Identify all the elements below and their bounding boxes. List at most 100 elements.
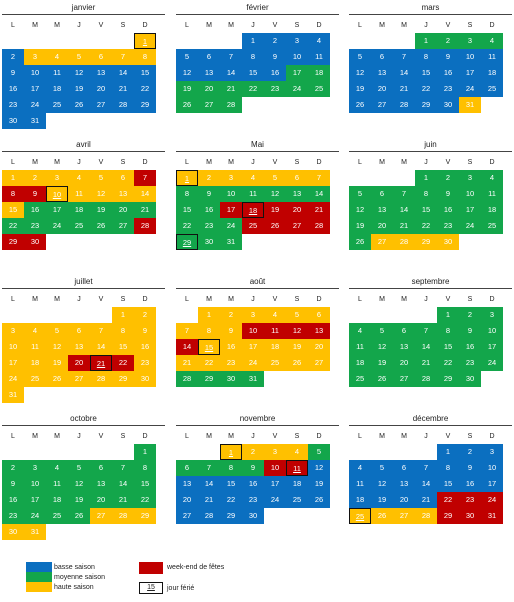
- day-cell[interactable]: 8: [415, 186, 437, 202]
- day-cell[interactable]: 30: [2, 524, 24, 540]
- day-cell[interactable]: 4: [46, 460, 68, 476]
- day-cell[interactable]: 27: [371, 234, 393, 250]
- day-cell[interactable]: 20: [90, 81, 112, 97]
- day-cell[interactable]: 10: [2, 339, 24, 355]
- day-cell[interactable]: 27: [90, 97, 112, 113]
- day-cell[interactable]: 16: [437, 202, 459, 218]
- day-cell[interactable]: 7: [308, 170, 330, 186]
- day-cell[interactable]: 13: [198, 65, 220, 81]
- day-cell[interactable]: 28: [308, 218, 330, 234]
- day-cell[interactable]: 2: [242, 444, 264, 460]
- day-cell[interactable]: 26: [371, 508, 393, 524]
- day-cell[interactable]: 26: [349, 97, 371, 113]
- day-cell[interactable]: 27: [90, 508, 112, 524]
- day-cell[interactable]: 12: [349, 202, 371, 218]
- day-cell[interactable]: 22: [415, 218, 437, 234]
- day-cell[interactable]: 25: [68, 218, 90, 234]
- day-cell[interactable]: 17: [459, 202, 481, 218]
- day-cell[interactable]: 19: [68, 81, 90, 97]
- day-cell[interactable]: 27: [68, 371, 90, 387]
- day-cell-holiday[interactable]: 15: [198, 339, 220, 355]
- day-cell[interactable]: 25: [286, 492, 308, 508]
- day-cell[interactable]: 11: [308, 49, 330, 65]
- day-cell[interactable]: 25: [46, 97, 68, 113]
- day-cell[interactable]: 7: [415, 460, 437, 476]
- day-cell[interactable]: 9: [2, 65, 24, 81]
- day-cell[interactable]: 22: [2, 218, 24, 234]
- day-cell[interactable]: 4: [46, 49, 68, 65]
- day-cell[interactable]: 26: [264, 218, 286, 234]
- day-cell[interactable]: 8: [134, 460, 156, 476]
- day-cell[interactable]: 10: [286, 49, 308, 65]
- day-cell[interactable]: 23: [220, 355, 242, 371]
- day-cell[interactable]: 4: [349, 460, 371, 476]
- day-cell[interactable]: 2: [198, 170, 220, 186]
- day-cell[interactable]: 23: [242, 492, 264, 508]
- day-cell[interactable]: 6: [112, 170, 134, 186]
- day-cell[interactable]: 2: [134, 307, 156, 323]
- day-cell-holiday[interactable]: 29: [176, 234, 198, 250]
- day-cell[interactable]: 21: [393, 81, 415, 97]
- day-cell[interactable]: 13: [90, 65, 112, 81]
- day-cell[interactable]: 7: [134, 170, 156, 186]
- day-cell[interactable]: 9: [264, 49, 286, 65]
- day-cell-holiday[interactable]: 11: [286, 460, 308, 476]
- day-cell[interactable]: 25: [481, 218, 503, 234]
- day-cell[interactable]: 12: [46, 339, 68, 355]
- day-cell[interactable]: 21: [415, 355, 437, 371]
- day-cell[interactable]: 16: [220, 339, 242, 355]
- day-cell[interactable]: 8: [176, 186, 198, 202]
- day-cell[interactable]: 16: [264, 65, 286, 81]
- day-cell[interactable]: 21: [198, 492, 220, 508]
- day-cell[interactable]: 9: [198, 186, 220, 202]
- day-cell[interactable]: 15: [437, 476, 459, 492]
- day-cell[interactable]: 1: [415, 33, 437, 49]
- day-cell[interactable]: 9: [459, 460, 481, 476]
- day-cell[interactable]: 7: [198, 460, 220, 476]
- day-cell[interactable]: 16: [459, 339, 481, 355]
- day-cell[interactable]: 24: [481, 492, 503, 508]
- day-cell[interactable]: 5: [349, 186, 371, 202]
- day-cell[interactable]: 8: [134, 49, 156, 65]
- day-cell[interactable]: 8: [198, 323, 220, 339]
- day-cell-holiday[interactable]: 18: [242, 202, 264, 218]
- day-cell[interactable]: 30: [198, 234, 220, 250]
- day-cell[interactable]: 24: [286, 81, 308, 97]
- day-cell[interactable]: 24: [459, 81, 481, 97]
- day-cell[interactable]: 1: [437, 307, 459, 323]
- day-cell[interactable]: 24: [264, 492, 286, 508]
- day-cell[interactable]: 19: [349, 218, 371, 234]
- day-cell[interactable]: 26: [68, 508, 90, 524]
- day-cell[interactable]: 15: [437, 339, 459, 355]
- day-cell[interactable]: 13: [286, 186, 308, 202]
- day-cell[interactable]: 12: [90, 186, 112, 202]
- day-cell[interactable]: 28: [220, 97, 242, 113]
- day-cell[interactable]: 14: [220, 65, 242, 81]
- day-cell[interactable]: 10: [481, 323, 503, 339]
- day-cell[interactable]: 8: [415, 49, 437, 65]
- day-cell[interactable]: 7: [393, 186, 415, 202]
- day-cell[interactable]: 27: [176, 508, 198, 524]
- day-cell[interactable]: 28: [393, 97, 415, 113]
- day-cell[interactable]: 28: [415, 508, 437, 524]
- day-cell[interactable]: 22: [134, 492, 156, 508]
- day-cell[interactable]: 28: [112, 508, 134, 524]
- day-cell[interactable]: 3: [242, 307, 264, 323]
- day-cell[interactable]: 5: [349, 49, 371, 65]
- day-cell[interactable]: 5: [371, 323, 393, 339]
- day-cell[interactable]: 11: [46, 65, 68, 81]
- day-cell[interactable]: 8: [437, 460, 459, 476]
- day-cell[interactable]: 2: [2, 49, 24, 65]
- day-cell[interactable]: 29: [437, 508, 459, 524]
- day-cell[interactable]: 11: [481, 49, 503, 65]
- day-cell[interactable]: 18: [24, 355, 46, 371]
- day-cell[interactable]: 11: [481, 186, 503, 202]
- day-cell[interactable]: 3: [46, 170, 68, 186]
- day-cell[interactable]: 22: [134, 81, 156, 97]
- day-cell[interactable]: 15: [134, 65, 156, 81]
- day-cell[interactable]: 24: [24, 97, 46, 113]
- day-cell[interactable]: 2: [459, 307, 481, 323]
- day-cell[interactable]: 21: [393, 218, 415, 234]
- day-cell[interactable]: 25: [46, 508, 68, 524]
- day-cell[interactable]: 10: [24, 476, 46, 492]
